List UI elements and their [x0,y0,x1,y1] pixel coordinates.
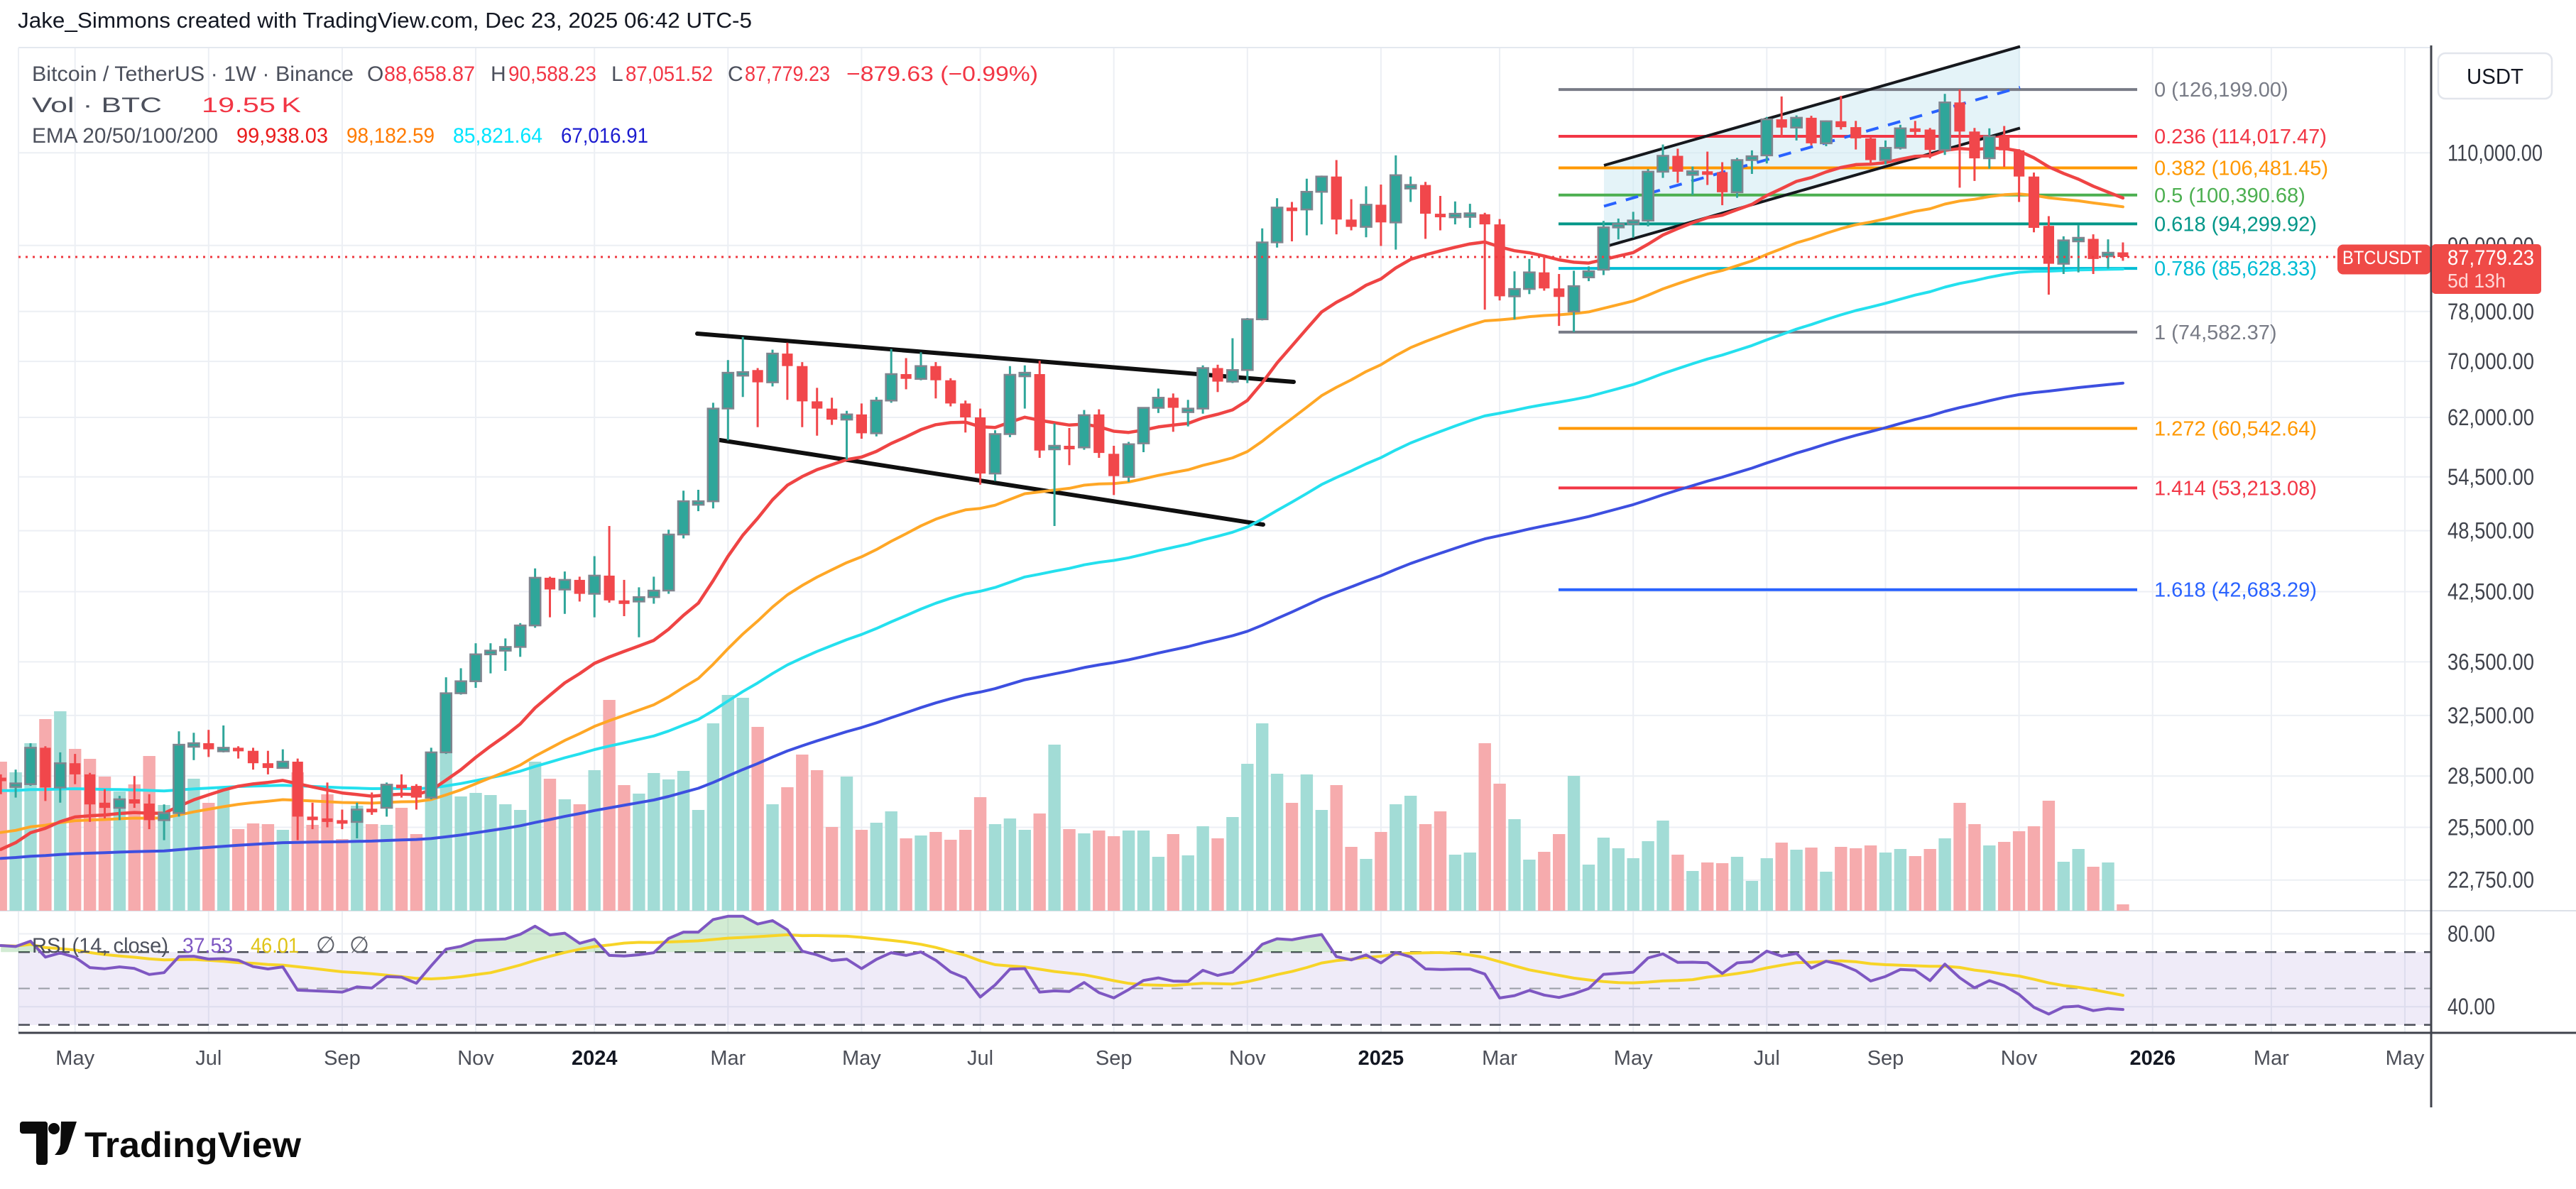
svg-text:0.236 (114,017.47): 0.236 (114,017.47) [2154,126,2327,148]
svg-text:Nov: Nov [1229,1047,1266,1070]
svg-text:5d 13h: 5d 13h [2447,270,2506,292]
svg-text:May: May [55,1047,94,1070]
svg-text:46.01: 46.01 [251,934,299,958]
svg-text:0 (126,199.00): 0 (126,199.00) [2154,79,2288,102]
svg-text:May: May [842,1047,881,1070]
svg-text:USDT: USDT [2467,64,2523,89]
svg-text:Jul: Jul [1754,1047,1780,1070]
svg-text:2026: 2026 [2129,1047,2176,1070]
svg-text:22,750.00: 22,750.00 [2447,867,2534,893]
svg-text:Jul: Jul [195,1047,222,1070]
svg-text:EMA 20/50/100/200: EMA 20/50/100/200 [32,124,218,148]
svg-text:C: C [728,62,743,86]
svg-text:28,500.00: 28,500.00 [2447,763,2534,789]
svg-text:32,500.00: 32,500.00 [2447,703,2534,728]
svg-text:25,500.00: 25,500.00 [2447,815,2534,840]
svg-text:80.00: 80.00 [2447,921,2495,947]
svg-text:Bitcoin / TetherUS · 1W · Bina: Bitcoin / TetherUS · 1W · Binance [32,62,354,86]
svg-text:54,500.00: 54,500.00 [2447,464,2534,490]
svg-text:0.5 (100,390.68): 0.5 (100,390.68) [2154,185,2305,207]
svg-text:42,500.00: 42,500.00 [2447,579,2534,604]
svg-text:62,000.00: 62,000.00 [2447,405,2534,430]
svg-text:−879.63 (−0.99%): −879.63 (−0.99%) [846,62,1038,86]
svg-text:TradingView: TradingView [84,1125,301,1165]
svg-text:87,051.52: 87,051.52 [626,62,713,86]
svg-text:Mar: Mar [710,1047,746,1070]
svg-text:70,000.00: 70,000.00 [2447,349,2534,374]
svg-text:48,500.00: 48,500.00 [2447,518,2534,544]
svg-text:110,000.00: 110,000.00 [2447,140,2543,165]
svg-text:0.382 (106,481.45): 0.382 (106,481.45) [2154,157,2328,180]
svg-text:May: May [2386,1047,2425,1070]
svg-text:Nov: Nov [2001,1047,2038,1070]
svg-text:Nov: Nov [457,1047,494,1070]
svg-text:0.786 (85,628.33): 0.786 (85,628.33) [2154,258,2317,280]
svg-text:Mar: Mar [2254,1047,2289,1070]
svg-text:0.618 (94,299.92): 0.618 (94,299.92) [2154,213,2317,236]
svg-text:87,779.23: 87,779.23 [745,62,830,86]
svg-text:90,588.23: 90,588.23 [508,62,596,86]
svg-text:RSI (14, close): RSI (14, close) [32,934,168,958]
svg-text:67,016.91: 67,016.91 [561,124,648,148]
svg-text:L: L [611,62,623,86]
svg-text:Sep: Sep [324,1047,361,1070]
svg-text:37.53: 37.53 [182,934,233,958]
svg-text:Jake_Simmons created with Trad: Jake_Simmons created with TradingView.co… [18,8,752,33]
svg-text:1.272 (60,542.64): 1.272 (60,542.64) [2154,417,2317,440]
svg-text:Sep: Sep [1867,1047,1904,1070]
svg-text:1 (74,582.37): 1 (74,582.37) [2154,322,2277,344]
svg-text:2024: 2024 [572,1047,618,1070]
svg-text:19.55 K: 19.55 K [202,94,301,117]
svg-text:85,821.64: 85,821.64 [453,124,542,148]
svg-text:H: H [491,62,506,86]
svg-text:99,938.03: 99,938.03 [236,124,328,148]
svg-text:78,000.00: 78,000.00 [2447,299,2534,324]
svg-text:36,500.00: 36,500.00 [2447,649,2534,674]
svg-text:Jul: Jul [967,1047,993,1070]
svg-text:∅: ∅ [316,932,336,958]
svg-text:Mar: Mar [1482,1047,1517,1070]
svg-text:∅: ∅ [349,932,369,958]
svg-text:Sep: Sep [1096,1047,1133,1070]
svg-text:O: O [367,62,383,86]
svg-text:88,658.87: 88,658.87 [384,62,475,86]
svg-text:1.414 (53,213.08): 1.414 (53,213.08) [2154,477,2317,500]
svg-text:87,779.23: 87,779.23 [2447,246,2534,270]
svg-text:BTCUSDT: BTCUSDT [2342,247,2422,268]
svg-text:2025: 2025 [1358,1047,1404,1070]
svg-text:40.00: 40.00 [2447,994,2495,1019]
svg-text:1.618 (42,683.29): 1.618 (42,683.29) [2154,579,2317,602]
svg-text:Vol · BTC: Vol · BTC [32,94,162,117]
svg-text:May: May [1614,1047,1653,1070]
svg-text:98,182.59: 98,182.59 [346,124,435,148]
